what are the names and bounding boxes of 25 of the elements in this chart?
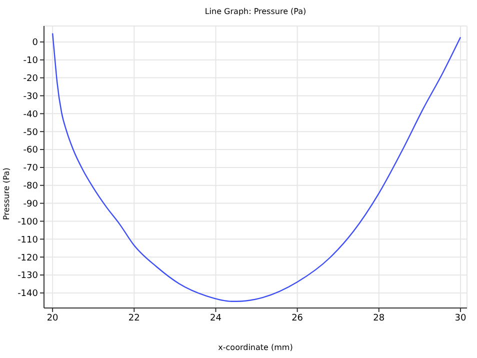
y-tick-label: -100 xyxy=(18,217,38,228)
x-tick-label: 28 xyxy=(373,313,385,324)
y-tick-label: -60 xyxy=(23,146,38,156)
y-tick-label: -130 xyxy=(18,271,38,282)
chart-title: Line Graph: Pressure (Pa) xyxy=(204,7,308,16)
y-tick-label: -30 xyxy=(23,92,38,102)
x-tick-label: 30 xyxy=(454,313,466,324)
x-tick-label: 20 xyxy=(46,313,59,324)
y-tick-label: -10 xyxy=(23,56,38,66)
y-tick-label: -110 xyxy=(18,235,38,246)
y-tick-label: -50 xyxy=(23,128,38,138)
line-series xyxy=(52,32,462,302)
y-tick-label: -140 xyxy=(18,289,38,300)
x-tick-label: 24 xyxy=(210,313,222,324)
y-tick-label: -90 xyxy=(23,200,38,210)
y-tick-label: -40 xyxy=(23,110,38,120)
y-axis-title: Pressure (Pa) xyxy=(2,168,11,220)
y-tick-label: -20 xyxy=(23,74,38,84)
y-tick-label: 0 xyxy=(32,38,38,48)
x-tick-label: 22 xyxy=(128,313,140,324)
y-tick-label: -70 xyxy=(23,164,38,174)
x-tick-label: 26 xyxy=(292,313,304,324)
y-tick-label: -120 xyxy=(18,253,38,264)
y-tick-label: -80 xyxy=(23,182,38,192)
x-axis-title: x-coordinate (mm) xyxy=(217,343,294,352)
